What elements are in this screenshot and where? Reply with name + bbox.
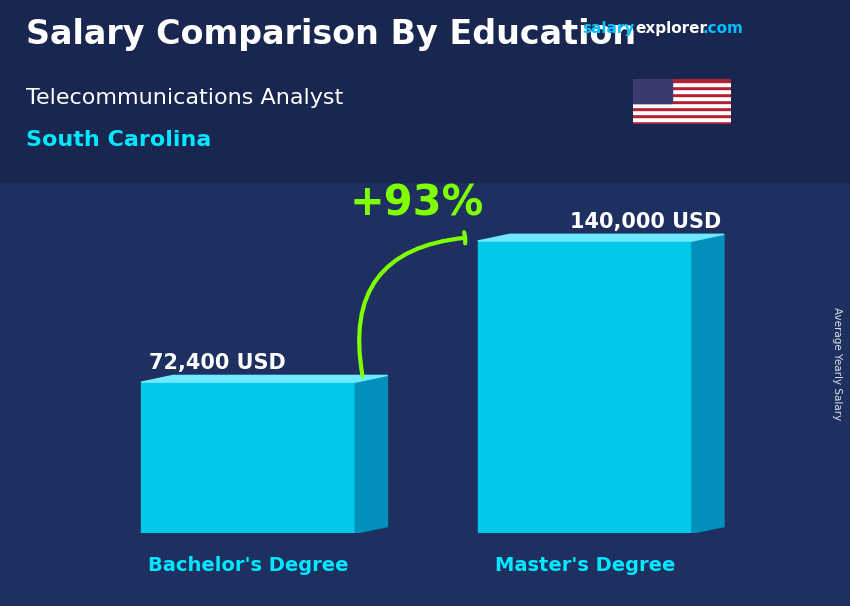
Bar xyxy=(633,89,731,93)
Polygon shape xyxy=(355,375,388,533)
Bar xyxy=(478,241,692,533)
Bar xyxy=(633,82,731,86)
Bar xyxy=(141,382,355,533)
Text: salary: salary xyxy=(582,21,635,36)
Bar xyxy=(633,110,731,114)
Text: Average Yearly Salary: Average Yearly Salary xyxy=(832,307,842,420)
Bar xyxy=(633,121,731,124)
Text: South Carolina: South Carolina xyxy=(26,130,211,150)
Bar xyxy=(633,86,731,89)
Bar xyxy=(633,103,731,107)
Text: Telecommunications Analyst: Telecommunications Analyst xyxy=(26,88,343,108)
Bar xyxy=(633,107,731,110)
Bar xyxy=(633,96,731,100)
Text: +93%: +93% xyxy=(349,182,484,224)
Bar xyxy=(633,117,731,121)
Text: Master's Degree: Master's Degree xyxy=(495,556,675,575)
Bar xyxy=(633,93,731,96)
Bar xyxy=(633,100,731,103)
Text: 140,000 USD: 140,000 USD xyxy=(570,211,722,231)
Polygon shape xyxy=(478,235,724,241)
Polygon shape xyxy=(141,375,388,382)
Bar xyxy=(633,79,731,82)
Polygon shape xyxy=(692,235,724,533)
Text: explorer: explorer xyxy=(635,21,707,36)
Text: Salary Comparison By Education: Salary Comparison By Education xyxy=(26,18,636,51)
Text: .com: .com xyxy=(702,21,743,36)
Bar xyxy=(633,114,731,117)
Text: 72,400 USD: 72,400 USD xyxy=(150,353,286,373)
Bar xyxy=(633,79,672,103)
Text: Bachelor's Degree: Bachelor's Degree xyxy=(148,556,348,575)
